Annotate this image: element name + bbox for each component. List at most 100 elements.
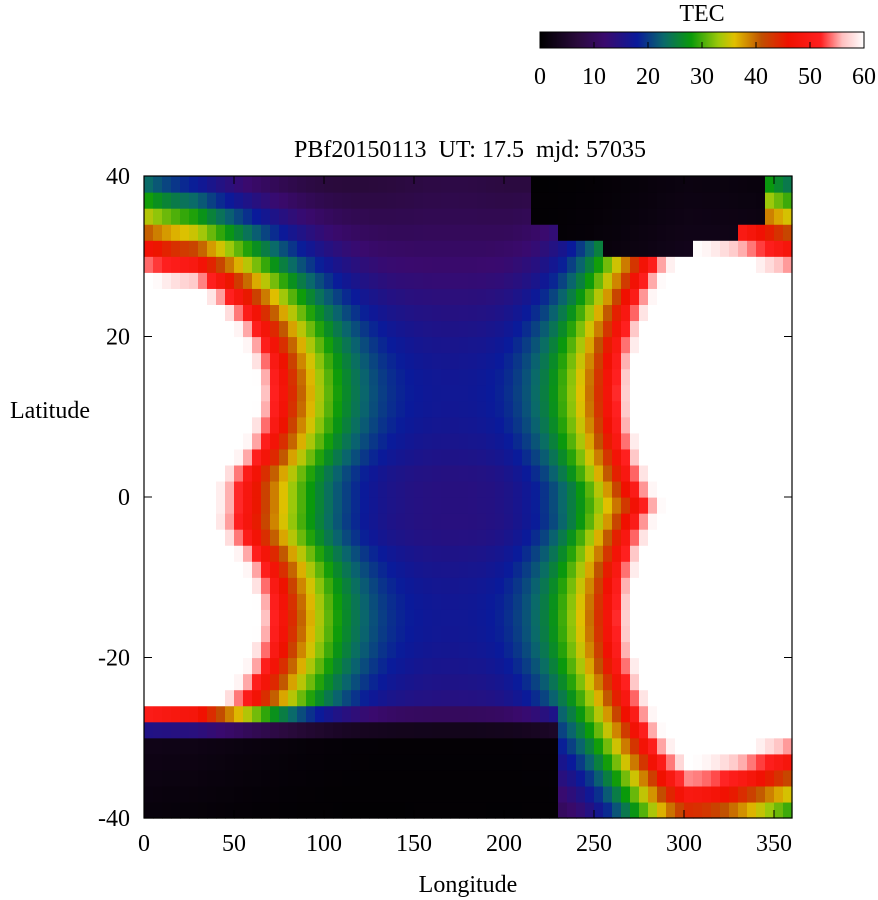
heatmap-cell — [495, 625, 505, 643]
heatmap-cell — [207, 593, 217, 610]
heatmap-cell — [369, 256, 379, 273]
heatmap-cell — [243, 753, 253, 771]
heatmap-cell — [207, 464, 217, 482]
heatmap-cell — [468, 336, 478, 354]
heatmap-cell — [657, 609, 667, 626]
heatmap-cell — [207, 224, 217, 241]
heatmap-cell — [360, 753, 370, 771]
heatmap-cell — [342, 416, 352, 434]
heatmap-cell — [675, 609, 685, 626]
heatmap-cell — [495, 753, 505, 771]
heatmap-cell — [621, 304, 631, 322]
heatmap-cell — [234, 448, 244, 466]
heatmap-cell — [162, 801, 172, 819]
heatmap-cell — [261, 529, 271, 546]
heatmap-cell — [702, 625, 712, 643]
heatmap-cell — [666, 673, 676, 691]
heatmap-cell — [783, 384, 793, 402]
heatmap-cell — [549, 737, 559, 755]
heatmap-cell — [378, 400, 388, 418]
heatmap-cell — [486, 625, 496, 643]
heatmap-cell — [621, 368, 631, 386]
heatmap-cell — [603, 336, 613, 354]
heatmap-cell — [252, 416, 262, 434]
heatmap-cell — [666, 641, 676, 659]
heatmap-cell — [522, 593, 532, 610]
heatmap-cell — [630, 705, 640, 723]
heatmap-cell — [666, 513, 676, 530]
heatmap-cell — [261, 641, 271, 659]
heatmap-cell — [414, 497, 424, 514]
heatmap-cell — [297, 176, 307, 193]
heatmap-cell — [603, 464, 613, 482]
heatmap-cell — [621, 785, 631, 803]
heatmap-cell — [153, 625, 163, 643]
heatmap-cell — [243, 641, 253, 659]
heatmap-cell — [189, 753, 199, 771]
heatmap-cell — [198, 320, 208, 338]
heatmap-cell — [684, 192, 694, 209]
heatmap-cell — [765, 304, 775, 322]
heatmap-cell — [657, 769, 667, 787]
heatmap-cell — [702, 769, 712, 787]
heatmap-cell — [639, 593, 649, 610]
heatmap-cell — [225, 464, 235, 482]
heatmap-cell — [270, 304, 280, 322]
heatmap-cell — [684, 464, 694, 482]
heatmap-cell — [234, 304, 244, 322]
heatmap-cell — [216, 769, 226, 787]
heatmap-cell — [504, 753, 514, 771]
heatmap-cell — [666, 384, 676, 402]
heatmap-cell — [297, 561, 307, 578]
heatmap-cell — [405, 288, 415, 305]
heatmap-cell — [351, 480, 361, 498]
heatmap-cell — [288, 673, 298, 691]
heatmap-cell — [423, 192, 433, 209]
heatmap-cell — [243, 256, 253, 273]
heatmap-cell — [270, 737, 280, 755]
heatmap-cell — [216, 673, 226, 691]
heatmap-cell — [261, 256, 271, 273]
heatmap-cell — [351, 529, 361, 546]
heatmap-cell — [648, 352, 658, 370]
heatmap-cell — [639, 416, 649, 434]
heatmap-cell — [783, 368, 793, 386]
heatmap-cell — [603, 224, 613, 241]
heatmap-cell — [630, 448, 640, 466]
heatmap-cell — [414, 609, 424, 626]
colorbar-label: TEC — [679, 1, 724, 27]
heatmap-cell — [738, 480, 748, 498]
heatmap-cell — [756, 192, 766, 209]
heatmap-cell — [504, 304, 514, 322]
heatmap-cell — [279, 609, 289, 626]
heatmap-cell — [594, 480, 604, 498]
heatmap-cell — [297, 513, 307, 530]
heatmap-cell — [459, 352, 469, 370]
heatmap-cell — [648, 256, 658, 273]
heatmap-cell — [288, 400, 298, 418]
heatmap-cell — [504, 224, 514, 241]
heatmap-cell — [567, 753, 577, 771]
heatmap-cell — [567, 769, 577, 787]
heatmap-cell — [513, 352, 523, 370]
heatmap-cell — [531, 240, 541, 257]
heatmap-cell — [513, 224, 523, 241]
heatmap-cell — [558, 336, 568, 354]
heatmap-cell — [684, 480, 694, 498]
heatmap-cell — [432, 256, 442, 273]
heatmap-cell — [504, 464, 514, 482]
heatmap-cell — [765, 416, 775, 434]
heatmap-cell — [261, 577, 271, 594]
heatmap-cell — [414, 416, 424, 434]
heatmap-cell — [162, 464, 172, 482]
heatmap-cell — [351, 657, 361, 675]
heatmap-cell — [252, 577, 262, 594]
heatmap-cell — [612, 176, 622, 193]
heatmap-cell — [684, 625, 694, 643]
heatmap-cell — [432, 416, 442, 434]
heatmap-cell — [450, 240, 460, 257]
heatmap-cell — [270, 545, 280, 562]
heatmap-cell — [297, 432, 307, 450]
heatmap-cell — [324, 801, 334, 819]
heatmap-cell — [531, 400, 541, 418]
